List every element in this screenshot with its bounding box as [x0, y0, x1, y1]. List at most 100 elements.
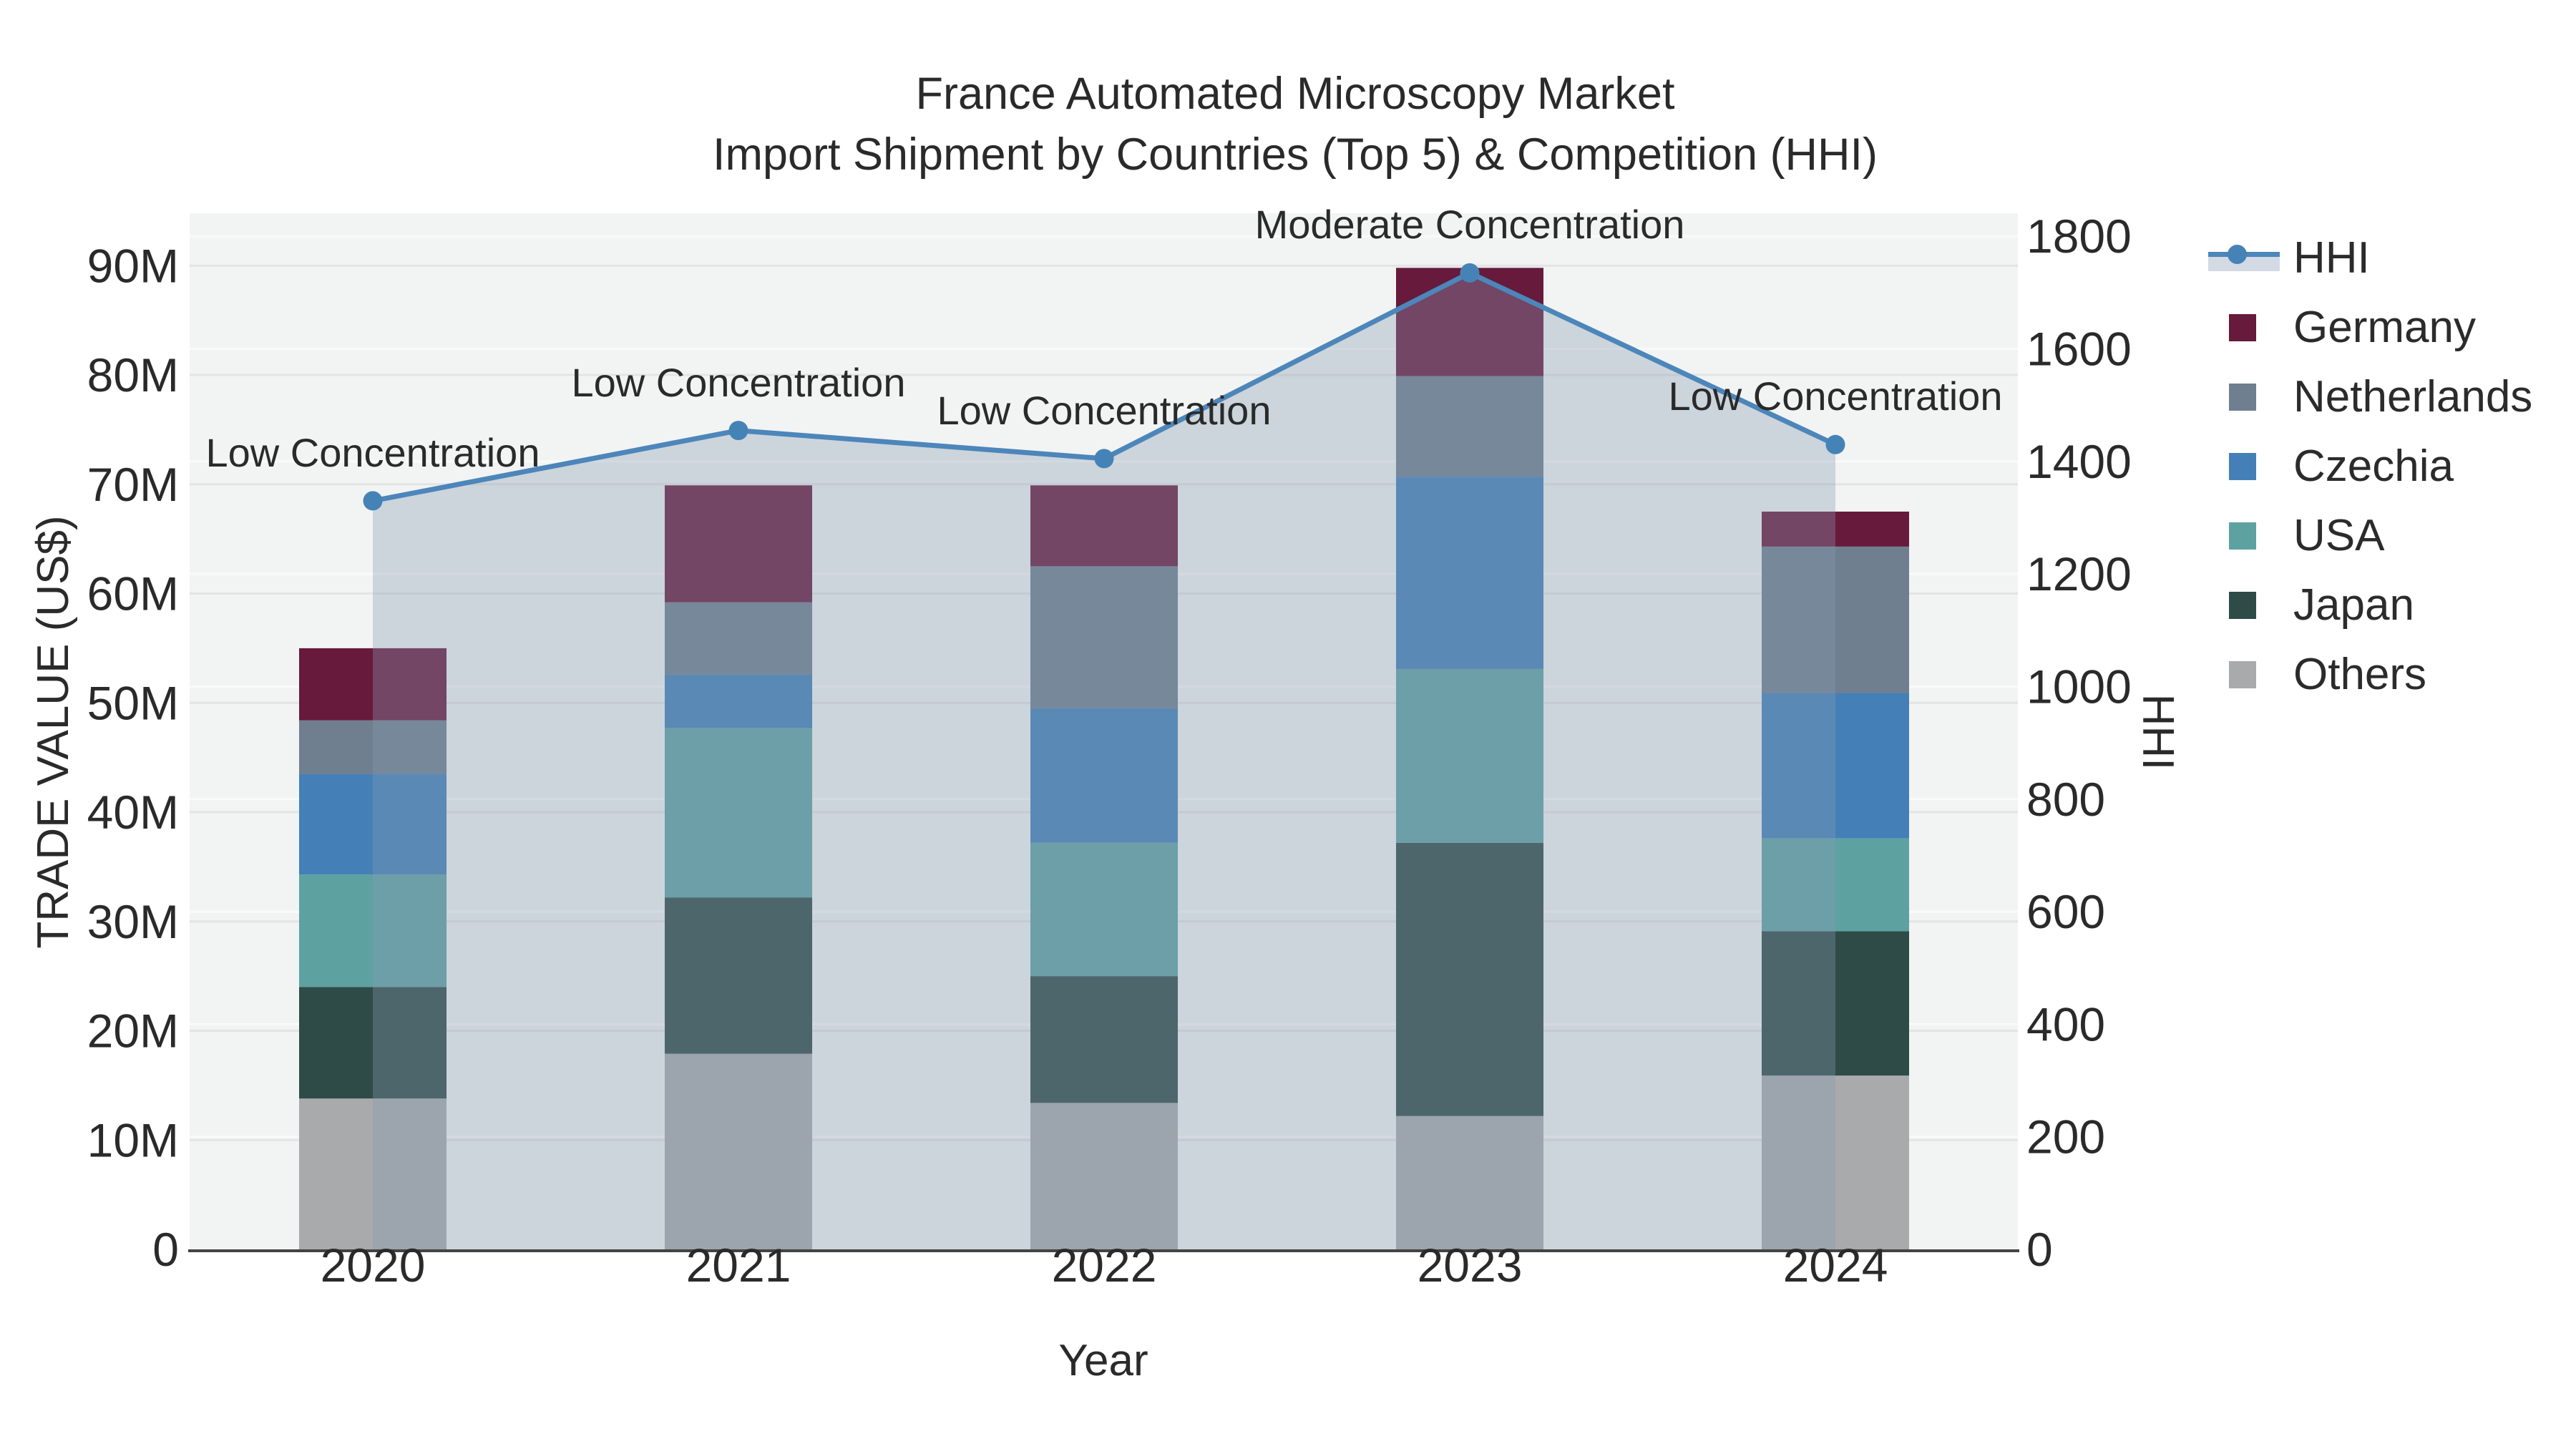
legend-swatch-czechia	[2208, 451, 2293, 482]
bar-segment-netherlands-2022[interactable]	[1030, 566, 1178, 708]
color-swatch-icon	[2229, 660, 2256, 688]
right-tick-0: 0	[2026, 1223, 2053, 1276]
bar-segment-netherlands-2021[interactable]	[665, 602, 812, 675]
bar-segment-japan-2021[interactable]	[665, 897, 812, 1054]
legend-label: USA	[2293, 511, 2385, 560]
bar-segment-czechia-2021[interactable]	[665, 674, 812, 728]
hhi-marker-icon	[2228, 244, 2247, 264]
legend: HHI Germany Netherlands Czechia USA Japan Othe…	[2208, 223, 2532, 709]
bar-segment-netherlands-2024[interactable]	[1762, 546, 1909, 693]
bar-segment-others-2022[interactable]	[1030, 1103, 1178, 1249]
x-tick-2020: 2020	[321, 1239, 426, 1292]
bar-segment-japan-2020[interactable]	[299, 987, 447, 1099]
left-tick-10M: 10M	[87, 1113, 179, 1166]
legend-label: Japan	[2293, 580, 2414, 630]
bar-segment-czechia-2023[interactable]	[1396, 477, 1543, 669]
annotation-2023: Moderate Concentration	[1255, 202, 1685, 247]
right-axis-title: HHI	[2133, 694, 2182, 771]
left-tick-40M: 40M	[87, 786, 179, 839]
annotation-2022: Low Concentration	[937, 388, 1272, 433]
legend-item-germany[interactable]: Germany	[2208, 293, 2532, 362]
chart-title-line1: France Automated Microscopy Market	[916, 69, 1675, 119]
bar-segment-japan-2024[interactable]	[1762, 931, 1909, 1076]
bar-segment-netherlands-2023[interactable]	[1396, 376, 1543, 477]
bar-segment-japan-2022[interactable]	[1030, 976, 1178, 1103]
bar-segment-usa-2022[interactable]	[1030, 842, 1178, 977]
color-swatch-icon	[2229, 313, 2256, 341]
right-tick-1600: 1600	[2026, 323, 2132, 376]
bar-segment-usa-2021[interactable]	[665, 728, 812, 898]
legend-item-others[interactable]: Others	[2208, 640, 2532, 709]
bar-segment-others-2020[interactable]	[299, 1098, 447, 1249]
left-tick-90M: 90M	[87, 239, 179, 292]
color-swatch-icon	[2229, 383, 2256, 411]
bar-segment-usa-2023[interactable]	[1396, 668, 1543, 843]
right-tick-1800: 1800	[2026, 210, 2132, 263]
bar-segment-others-2023[interactable]	[1396, 1116, 1543, 1249]
right-tick-400: 400	[2026, 997, 2105, 1050]
bar-segment-usa-2020[interactable]	[299, 874, 447, 987]
legend-item-netherlands[interactable]: Netherlands	[2208, 362, 2532, 431]
left-tick-0: 0	[152, 1223, 179, 1276]
bar-segment-germany-2020[interactable]	[299, 648, 447, 721]
x-tick-2022: 2022	[1052, 1239, 1157, 1292]
legend-swatch-netherlands	[2208, 381, 2293, 413]
left-tick-60M: 60M	[87, 567, 179, 620]
legend-swatch-usa	[2208, 520, 2293, 552]
color-swatch-icon	[2229, 452, 2256, 480]
bar-segment-germany-2021[interactable]	[665, 485, 812, 602]
right-tick-1200: 1200	[2026, 547, 2132, 600]
color-swatch-icon	[2229, 522, 2256, 550]
x-axis-title: Year	[1058, 1336, 1148, 1385]
bar-segment-czechia-2024[interactable]	[1762, 693, 1909, 839]
hhi-marker-2022[interactable]	[1094, 449, 1114, 469]
legend-swatch-germany	[2208, 312, 2293, 343]
bar-segment-others-2021[interactable]	[665, 1053, 812, 1249]
color-swatch-icon	[2229, 591, 2256, 619]
bar-segment-germany-2024[interactable]	[1762, 511, 1909, 547]
left-tick-50M: 50M	[87, 676, 179, 729]
hhi-marker-2021[interactable]	[728, 421, 748, 441]
annotation-2021: Low Concentration	[572, 360, 906, 405]
left-tick-70M: 70M	[87, 458, 179, 511]
legend-label: Others	[2293, 650, 2427, 699]
right-tick-800: 800	[2026, 773, 2105, 826]
bar-segment-germany-2023[interactable]	[1396, 268, 1543, 376]
bar-segment-czechia-2020[interactable]	[299, 774, 447, 875]
left-tick-20M: 20M	[87, 1005, 179, 1058]
left-axis-title: TRADE VALUE (US$)	[29, 515, 78, 948]
bar-segment-netherlands-2020[interactable]	[299, 720, 447, 774]
hhi-marker-2023[interactable]	[1460, 263, 1480, 283]
hhi-marker-2024[interactable]	[1825, 434, 1845, 454]
x-tick-2024: 2024	[1783, 1239, 1888, 1292]
right-tick-1400: 1400	[2026, 435, 2132, 488]
x-tick-2023: 2023	[1418, 1239, 1523, 1292]
bar-segment-germany-2022[interactable]	[1030, 485, 1178, 567]
bar-segment-czechia-2022[interactable]	[1030, 708, 1178, 843]
annotation-2020: Low Concentration	[206, 430, 540, 475]
bar-segment-others-2024[interactable]	[1762, 1075, 1909, 1249]
legend-label: HHI	[2293, 233, 2370, 283]
hhi-area-fill	[373, 273, 1835, 1249]
legend-swatch-japan	[2208, 590, 2293, 621]
chart-title-line2: Import Shipment by Countries (Top 5) & C…	[713, 130, 1878, 180]
left-tick-30M: 30M	[87, 895, 179, 948]
x-tick-2021: 2021	[686, 1239, 791, 1292]
hhi-marker-2020[interactable]	[363, 491, 383, 511]
annotation-2024: Low Concentration	[1669, 374, 2003, 419]
legend-swatch-others	[2208, 659, 2293, 691]
legend-item-czechia[interactable]: Czechia	[2208, 431, 2532, 501]
legend-item-japan[interactable]: Japan	[2208, 570, 2532, 640]
legend-label: Netherlands	[2293, 372, 2533, 421]
left-tick-80M: 80M	[87, 348, 179, 401]
hhi-line-sample	[2208, 243, 2293, 274]
right-tick-600: 600	[2026, 885, 2105, 938]
bar-segment-japan-2023[interactable]	[1396, 842, 1543, 1116]
legend-item-usa[interactable]: USA	[2208, 501, 2532, 570]
legend-label: Germany	[2293, 303, 2476, 352]
right-tick-1000: 1000	[2026, 660, 2132, 713]
bar-segment-usa-2024[interactable]	[1762, 838, 1909, 932]
legend-item-hhi[interactable]: HHI	[2208, 223, 2532, 293]
